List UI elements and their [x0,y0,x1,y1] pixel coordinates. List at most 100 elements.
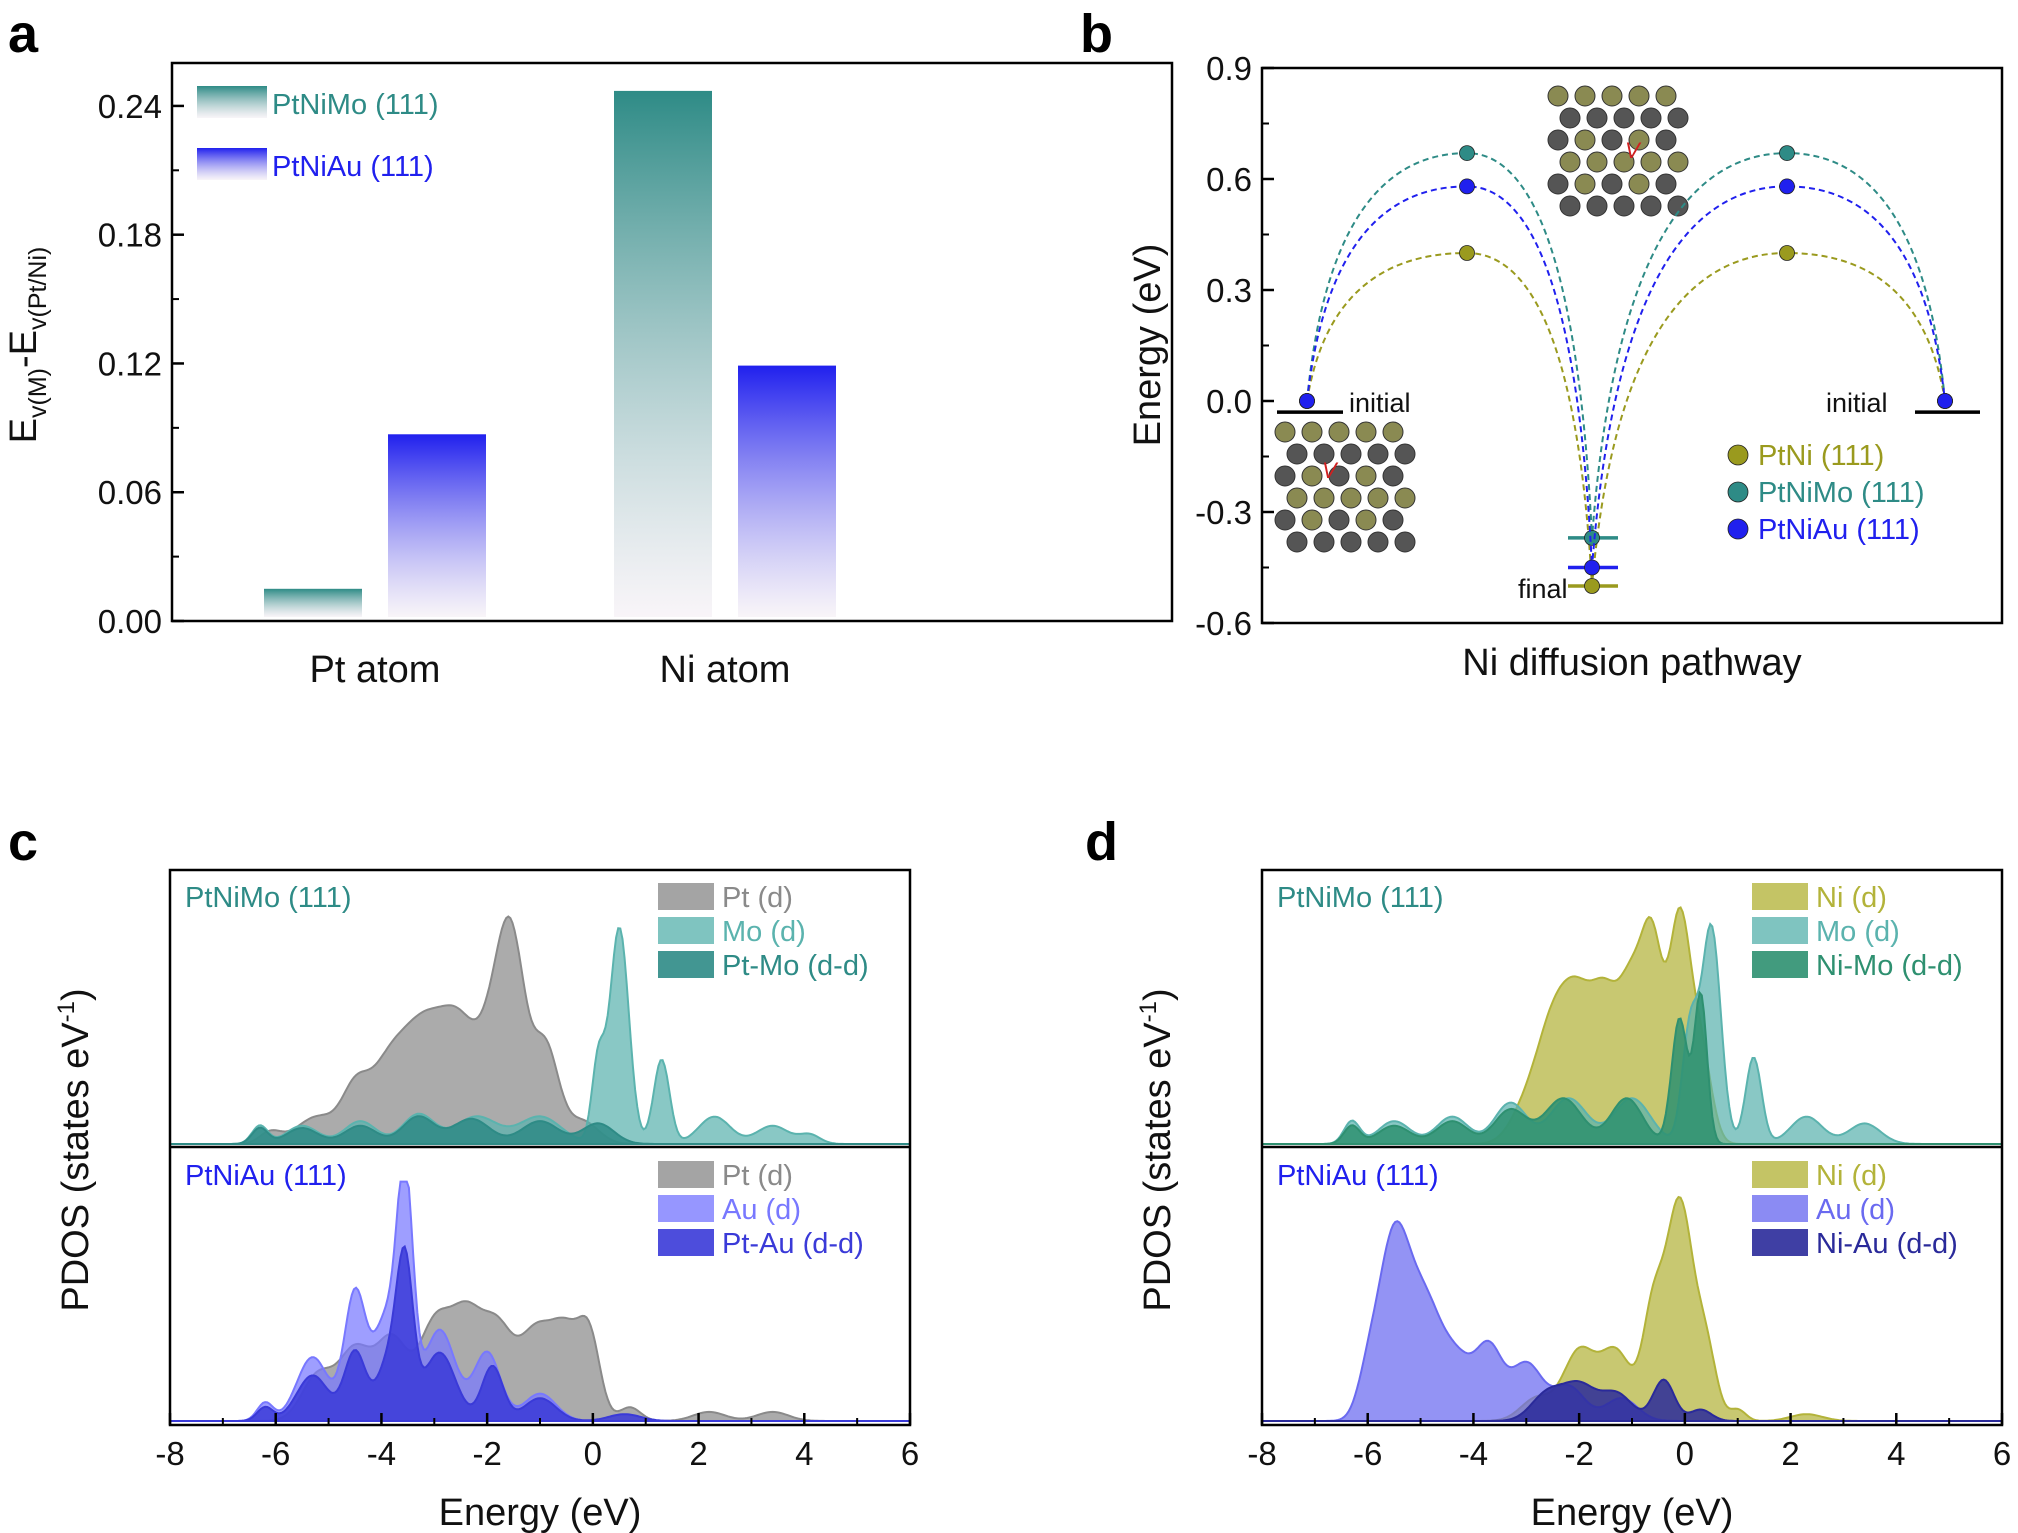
ni-atom [1559,195,1581,217]
pt-atom [1559,151,1581,173]
ni-atom [1667,107,1689,129]
legend-marker-ptni-111 [1727,444,1749,466]
legend-label-ptnimo-111: PtNiMo (111) [272,89,439,121]
ni-atom [1667,195,1689,217]
pt-atom [1601,85,1623,107]
x-tick-label: -6 [261,1435,290,1472]
legend-swatch-ni-d [1752,1161,1808,1188]
ni-atom [1394,443,1416,465]
x-tick-label: 4 [1887,1435,1905,1472]
ni-atom [1274,465,1296,487]
pt-atom [1628,173,1650,195]
pt-atom [1574,85,1596,107]
legend-label-ptnimo-111: PtNiMo (111) [1758,477,1925,509]
bar-ptniau-111-ni-atom [738,365,836,617]
x-tick-label: 6 [1993,1435,2011,1472]
legend-swatch-pt-d [658,1161,714,1188]
subpanel-title-ptniau-111: PtNiAu (111) [185,1160,347,1192]
vacancy-marker: V [1322,458,1339,483]
ni-atom [1313,443,1335,465]
panel-letter-d: d [1085,812,1118,872]
ni-atom [1328,465,1350,487]
y-tick-label: 0.9 [1206,50,1252,87]
x-tick-label: 0 [584,1435,602,1472]
legend-marker-ptnimo-111 [1727,481,1749,503]
ni-atom [1601,173,1623,195]
pdos-area-pt-au-d-d [170,1244,910,1422]
pdos-area-ni-au-d-d [1262,1378,2002,1422]
subpanel-title-ptnimo-111: PtNiMo (111) [185,882,352,914]
pt-atom [1394,487,1416,509]
x-tick-label: -2 [1564,1435,1593,1472]
legend-label-mo-d: Mo (d) [1816,916,1900,948]
legend-label-ptniau-111: PtNiAu (111) [272,151,434,183]
ni-atom [1640,107,1662,129]
y-axis-title-d: PDOS (states eV-1) [1135,988,1179,1311]
y-tick-label: 0.6 [1206,161,1252,198]
legend-label-ptniau-111: PtNiAu (111) [1758,514,1920,546]
x-axis-ticks-c: -8 -6 -4 -2 0 2 4 6 [155,1413,919,1472]
legend-swatch-pt-mo-d-d [658,951,714,978]
legend-label-ni-d: Ni (d) [1816,1160,1887,1192]
pt-atom [1301,509,1323,531]
panel-letter-c: c [8,812,38,872]
x-tick-label: -4 [367,1435,396,1472]
legend-swatch-ni-au-d-d [1752,1229,1808,1256]
point-ptniau-111-0 [1299,393,1315,409]
y-tick-label: 0.0 [1206,383,1252,420]
pt-atom [1301,421,1323,443]
ni-atom [1613,107,1635,129]
ni-atom [1559,107,1581,129]
pt-atom [1574,173,1596,195]
x-tick-label: -4 [1459,1435,1488,1472]
legend-a: PtNiMo (111) PtNiAu (111) [197,86,439,183]
ni-atom [1313,531,1335,553]
point-ptniau-111-1 [1459,178,1475,195]
pt-atom [1640,151,1662,173]
pt-atom [1655,85,1677,107]
ni-atom [1640,195,1662,217]
x-tick-label: Pt atom [310,649,441,691]
legend-label-au-d: Au (d) [1816,1194,1895,1226]
y-axis-ticks-b: -0.6 -0.3 0.0 0.3 0.6 0.9 [1195,50,1274,642]
pt-atom [1382,421,1404,443]
legend-label-au-d: Au (d) [722,1194,801,1226]
x-tick-label: -6 [1353,1435,1382,1472]
point-ptni-111-2 [1584,578,1600,594]
x-tick-label: 2 [689,1435,707,1472]
bar-ptnimo-111-ni-atom [614,90,712,617]
pt-atom [1328,421,1350,443]
legends-d: PtNiMo (111) Ni (d)Mo (d)Ni-Mo (d-d)PtNiA… [1277,882,1963,1260]
pt-atom [1574,129,1596,151]
pt-atom [1355,465,1377,487]
pt-atom [1613,151,1635,173]
legend-swatch-au-d [658,1195,714,1222]
pt-atom [1367,487,1389,509]
legend-label-ni-au-d-d: Ni-Au (d-d) [1816,1228,1958,1260]
ni-atom [1586,107,1608,129]
legend-label-pt-au-d-d: Pt-Au (d-d) [722,1228,864,1260]
legend-label-ni-mo-d-d: Ni-Mo (d-d) [1816,950,1963,982]
point-ptni-111-1 [1459,245,1475,261]
point-ptnimo-111-3 [1779,145,1795,162]
pdos-areas-d [1262,906,2002,1422]
legend-label-ni-d: Ni (d) [1816,882,1887,914]
legend-label-pt-mo-d-d: Pt-Mo (d-d) [722,950,869,982]
y-axis-title-a: Ev(M)-Ev(Pt/Ni) [3,247,52,444]
ni-atom [1613,195,1635,217]
pt-atom [1628,129,1650,151]
x-tick-label: 4 [795,1435,813,1472]
y-tick-label: 0.12 [98,345,162,382]
y-tick-label: 0.00 [98,603,162,640]
bar-ptnimo-111-pt-atom [264,588,362,617]
panel-letter-b: b [1080,4,1113,64]
pt-atom [1667,151,1689,173]
ni-atom [1328,509,1350,531]
panel-d-pdos: d -8 -6 -4 -2 0 2 4 6 PtNiMo (111) Ni (d)Mo (d)N… [1085,812,2011,1533]
panel-b-line-chart: b -0.6-0.30.00.30.60.9 VV PtNi (111)PtNi… [1080,4,2004,684]
pt-atom [1301,465,1323,487]
point-ptniau-111-2 [1584,559,1600,576]
pdos-area-mo-d [170,927,910,1145]
pt-atom [1286,487,1308,509]
